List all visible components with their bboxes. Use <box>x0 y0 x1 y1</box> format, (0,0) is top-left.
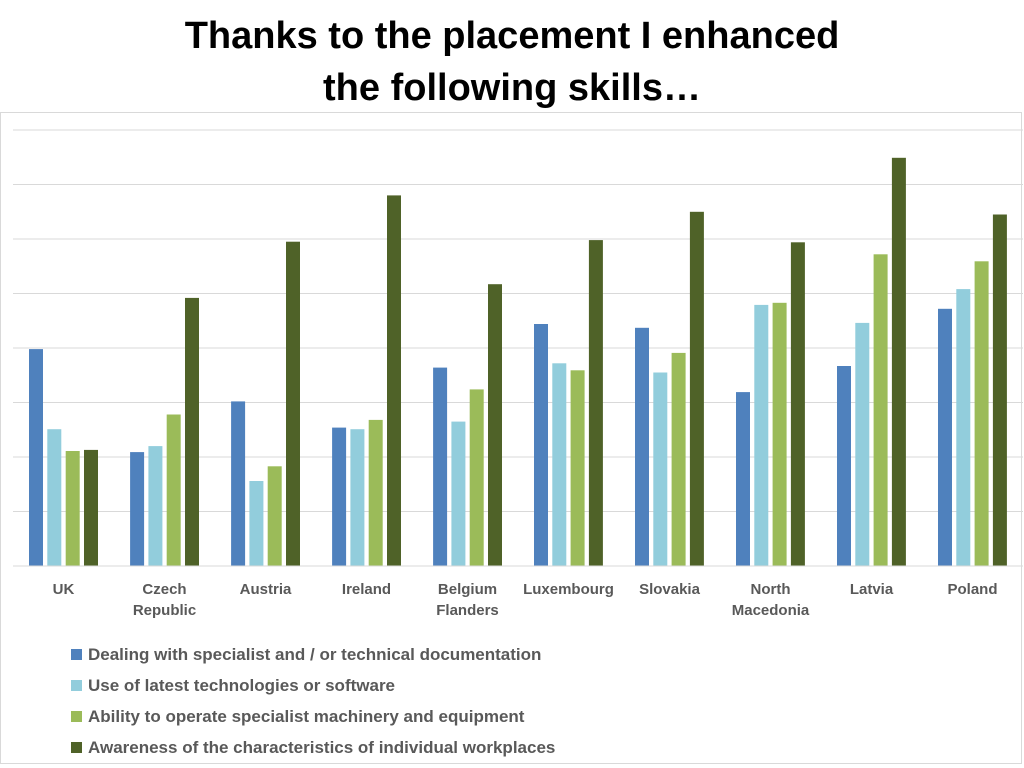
bars <box>29 157 1007 567</box>
legend-item: Dealing with specialist and / or technic… <box>71 639 555 670</box>
bar <box>249 481 264 566</box>
bar <box>992 214 1007 566</box>
bar <box>772 302 787 566</box>
bar <box>754 304 769 566</box>
bar <box>736 392 750 566</box>
legend-item: Ability to operate specialist machinery … <box>71 701 555 732</box>
bar <box>148 446 163 566</box>
x-tick-label: UK <box>53 581 75 598</box>
bar <box>938 308 952 566</box>
legend-item: Awareness of the characteristics of indi… <box>71 732 555 763</box>
bar <box>671 352 686 566</box>
chart-title: Thanks to the placement I enhanced the f… <box>0 10 1024 114</box>
bar <box>84 449 98 566</box>
bar <box>653 372 668 566</box>
legend: Dealing with specialist and / or technic… <box>71 639 555 763</box>
bar <box>469 389 484 566</box>
x-tick-label: Belgium Flanders <box>436 581 499 619</box>
bar <box>689 211 704 567</box>
bar <box>552 363 567 566</box>
bar <box>267 466 282 566</box>
x-tick-label: Ireland <box>342 581 391 598</box>
bar <box>286 241 300 566</box>
legend-label: Dealing with specialist and / or technic… <box>88 645 542 664</box>
legend-swatch <box>71 649 82 660</box>
x-tick-label: Austria <box>240 581 292 598</box>
bar <box>166 414 181 566</box>
bar-chart: UK Czech Republic Austria Ireland Belgium Flan… <box>13 129 1023 619</box>
bar <box>534 324 548 566</box>
bar <box>332 427 347 566</box>
bar <box>130 452 145 566</box>
bar <box>47 429 62 566</box>
bar <box>974 261 989 566</box>
legend-swatch <box>71 742 82 753</box>
bar <box>185 297 199 566</box>
bar <box>387 195 401 566</box>
legend-label: Awareness of the characteristics of indi… <box>88 738 556 757</box>
bar <box>29 349 43 566</box>
x-axis: UK Czech Republic Austria Ireland Belgium Flan… <box>13 565 1023 619</box>
bar <box>956 289 971 566</box>
x-tick-label: Slovakia <box>639 581 701 598</box>
bar <box>790 242 805 567</box>
chart-title-line-2: the following skills… <box>323 67 701 109</box>
bar <box>891 157 906 567</box>
x-tick-label: Latvia <box>850 581 894 598</box>
bar <box>873 254 888 567</box>
x-tick-label: Poland <box>947 581 997 598</box>
gridlines <box>13 129 1023 512</box>
bar <box>855 322 870 566</box>
legend-swatch <box>71 711 82 722</box>
bar <box>368 419 383 566</box>
legend-label: Use of latest technologies or software <box>88 676 396 695</box>
legend-item: Use of latest technologies or software <box>71 670 555 701</box>
legend-label: Ability to operate specialist machinery … <box>88 707 525 726</box>
bar <box>635 327 649 566</box>
legend-swatch <box>71 680 82 691</box>
bar <box>488 284 502 566</box>
bar <box>65 451 80 566</box>
x-tick-label: North Macedonia <box>732 581 810 619</box>
x-tick-label: Czech Republic <box>133 581 196 619</box>
bar <box>570 370 585 566</box>
chart-title-line-1: Thanks to the placement I enhanced <box>184 15 840 57</box>
bar <box>837 366 851 566</box>
bar <box>451 421 466 566</box>
bar <box>588 240 603 566</box>
bar <box>350 429 365 566</box>
bar <box>231 401 246 566</box>
chart-area: UK Czech Republic Austria Ireland Belgium Flan… <box>0 112 1023 764</box>
x-tick-label: Luxembourg <box>523 581 614 598</box>
bar <box>433 367 448 566</box>
